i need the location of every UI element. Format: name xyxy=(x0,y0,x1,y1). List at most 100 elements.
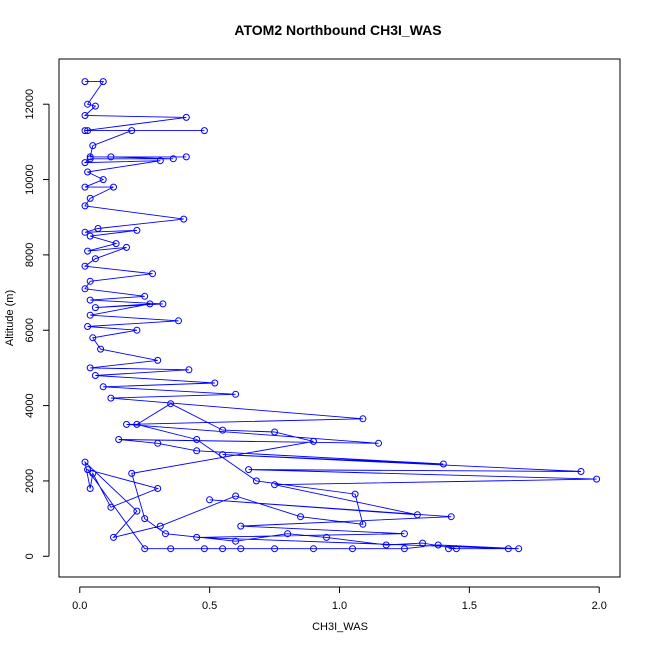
data-point xyxy=(84,168,92,176)
data-point xyxy=(156,522,164,530)
data-point xyxy=(193,533,201,541)
data-point xyxy=(515,545,523,553)
data-point xyxy=(219,545,227,553)
data-point xyxy=(81,183,89,191)
y-tick-label: 6000 xyxy=(24,318,36,342)
data-point xyxy=(162,530,169,538)
data-point xyxy=(81,78,89,86)
data-point xyxy=(310,545,317,553)
data-point xyxy=(359,415,367,423)
x-tick-label: 0.0 xyxy=(72,600,87,612)
data-point xyxy=(86,232,94,240)
data-point xyxy=(434,541,442,549)
data-point xyxy=(112,240,120,248)
data-point xyxy=(219,451,227,459)
data-point xyxy=(297,513,304,521)
data-point xyxy=(146,300,154,308)
data-point xyxy=(128,469,136,477)
data-point xyxy=(84,323,92,330)
data-point xyxy=(237,545,245,553)
data-point xyxy=(445,545,453,553)
data-point xyxy=(284,530,292,538)
data-point xyxy=(245,466,253,474)
data-point xyxy=(232,492,240,500)
data-point xyxy=(84,100,92,108)
data-point xyxy=(81,228,89,236)
data-point xyxy=(141,292,149,300)
data-point xyxy=(232,537,240,545)
data-point xyxy=(141,515,149,523)
data-point xyxy=(115,436,123,443)
x-tick-label: 1.0 xyxy=(332,600,347,612)
data-point xyxy=(154,439,162,447)
data-point xyxy=(271,481,279,489)
data-point xyxy=(400,545,408,553)
data-point xyxy=(86,364,94,372)
data-point xyxy=(577,468,585,475)
y-axis: 0 2000 4000 6000 8000 10000 12000 xyxy=(24,89,50,559)
data-point xyxy=(84,247,92,255)
data-point xyxy=(154,485,162,492)
data-point xyxy=(323,533,330,541)
data-point xyxy=(84,127,92,135)
data-point xyxy=(110,183,117,191)
data-point xyxy=(413,511,421,519)
data-point xyxy=(252,477,260,485)
data-point xyxy=(193,436,201,443)
data-point xyxy=(159,300,167,308)
data-point xyxy=(154,356,162,364)
data-point xyxy=(107,153,115,161)
data-point xyxy=(182,113,190,121)
data-point xyxy=(310,437,317,445)
data-point xyxy=(200,127,208,135)
data-point xyxy=(91,255,99,263)
data-point xyxy=(86,296,94,304)
data-point xyxy=(107,503,115,511)
series-line xyxy=(83,81,597,550)
data-point xyxy=(99,383,107,391)
data-point xyxy=(382,541,390,549)
y-tick-label: 12000 xyxy=(24,89,36,120)
data-point xyxy=(351,490,359,498)
data-point xyxy=(167,545,175,553)
data-point xyxy=(375,439,382,447)
data-point xyxy=(271,545,279,553)
data-point xyxy=(86,194,94,202)
data-point xyxy=(123,243,130,251)
x-tick-label: 0.5 xyxy=(202,600,217,612)
x-tick-label: 2.0 xyxy=(592,600,607,612)
data-point xyxy=(86,311,94,319)
data-point xyxy=(133,420,141,428)
data-point xyxy=(133,507,141,515)
data-point xyxy=(232,390,240,398)
data-point xyxy=(91,304,99,312)
x-tick-label: 1.5 xyxy=(462,600,477,612)
plot-frame xyxy=(58,58,621,578)
data-point xyxy=(237,522,245,530)
data-point xyxy=(81,262,89,270)
data-point xyxy=(359,520,367,528)
data-point xyxy=(271,428,279,436)
data-point xyxy=(81,112,89,119)
data-point xyxy=(156,157,164,165)
data-point xyxy=(86,277,94,285)
data-point xyxy=(99,78,107,86)
data-point xyxy=(193,447,201,455)
data-point xyxy=(206,496,214,504)
data-point xyxy=(149,270,156,278)
data-point xyxy=(452,545,460,553)
data-point xyxy=(185,366,193,374)
data-point xyxy=(200,545,208,553)
y-tick-label: 10000 xyxy=(24,164,36,195)
data-point xyxy=(175,317,182,325)
data-point xyxy=(128,127,136,135)
data-point xyxy=(81,285,89,293)
data-point xyxy=(86,153,94,161)
data-point xyxy=(447,513,455,521)
data-point xyxy=(86,155,94,163)
data-point xyxy=(91,102,99,110)
data-point xyxy=(182,153,190,161)
data-point xyxy=(81,458,89,466)
data-point xyxy=(349,545,356,553)
